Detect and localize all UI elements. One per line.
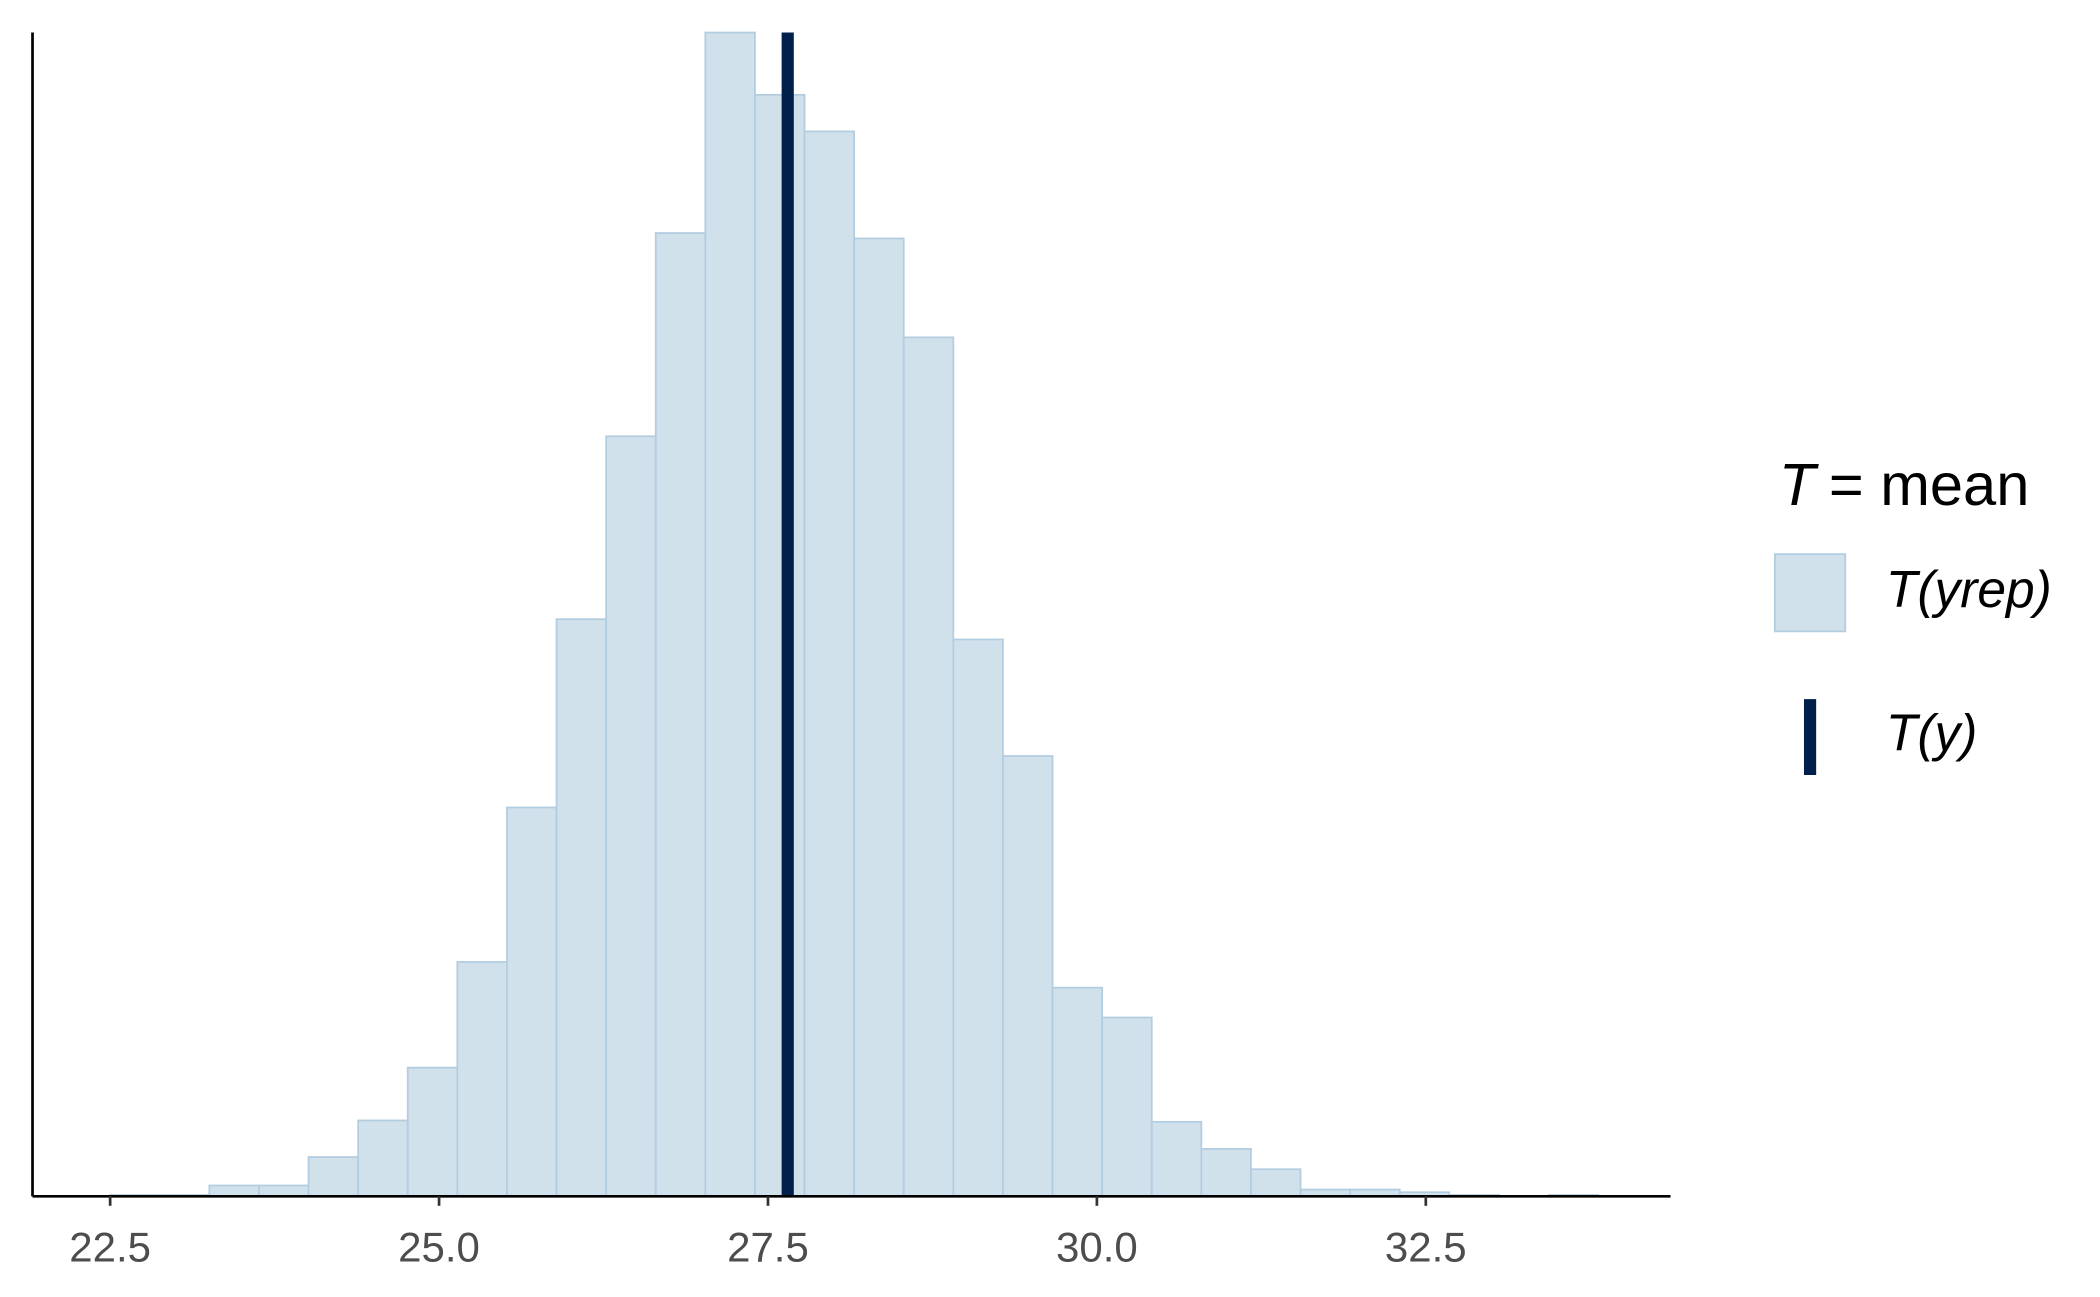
- histogram-bar: [902, 336, 955, 1198]
- histogram-bar: [853, 237, 905, 1198]
- histogram-bar: [1250, 1168, 1302, 1198]
- histogram-bar: [456, 961, 508, 1198]
- histogram-bar: [208, 1184, 260, 1198]
- legend-title-symbol: T: [1779, 451, 1819, 518]
- histogram-bar: [1200, 1148, 1252, 1198]
- histogram-bar: [1150, 1120, 1203, 1198]
- histogram-bar: [704, 31, 756, 1198]
- histogram-bar: [1051, 986, 1104, 1198]
- histogram-bar: [506, 806, 558, 1198]
- histogram-bar: [357, 1119, 409, 1198]
- histogram-bar: [605, 435, 657, 1198]
- legend-label: T(yrep): [1886, 560, 2052, 618]
- x-tick-label: 25.0: [398, 1224, 480, 1271]
- histogram-bar: [1101, 1016, 1153, 1198]
- x-tick-label: 30.0: [1056, 1224, 1138, 1271]
- histogram-bar: [258, 1184, 310, 1198]
- histogram-bar: [654, 232, 707, 1198]
- histogram-bar: [803, 130, 856, 1198]
- legend-label: T(y): [1886, 704, 1977, 762]
- histogram-bar: [406, 1066, 459, 1198]
- x-tick-label: 27.5: [727, 1224, 809, 1271]
- histogram-bar: [307, 1156, 360, 1198]
- histogram-bar: [754, 93, 806, 1198]
- histogram-bar: [555, 618, 608, 1198]
- x-tick-label: 32.5: [1385, 1224, 1467, 1271]
- legend-key-histogram: [1773, 553, 1847, 633]
- histogram-bar: [952, 638, 1004, 1198]
- x-tick-label: 22.5: [69, 1224, 151, 1271]
- legend-title-text: = mean: [1829, 451, 2029, 518]
- legend-title: T = mean: [1779, 451, 2029, 518]
- histogram-bar: [1002, 755, 1054, 1198]
